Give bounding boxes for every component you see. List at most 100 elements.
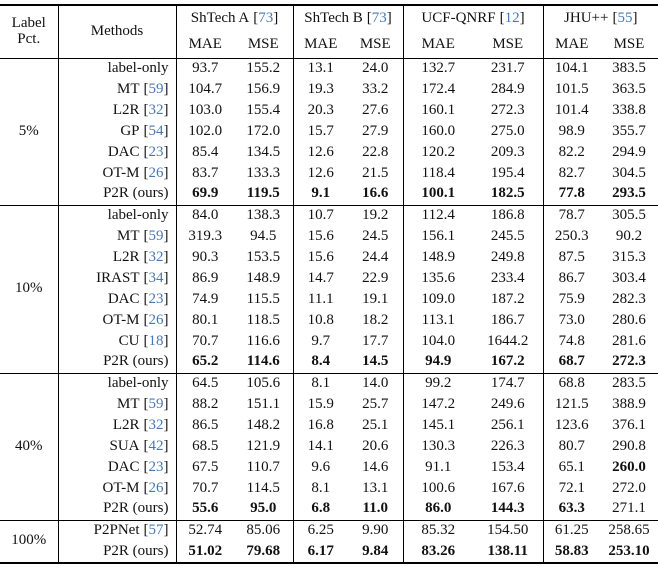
citation-link[interactable]: 23 — [148, 290, 164, 307]
metric-value-cell: 272.3 — [612, 353, 646, 370]
metric-value-cell: 6.17 — [292, 541, 348, 562]
method-text: L2R — [112, 101, 140, 118]
cite-open-bracket: [ — [143, 227, 149, 244]
method-name: OT-M [26] — [57, 310, 176, 331]
metric-value-cell: 82.7 — [542, 163, 600, 184]
method-name: L2R [32] — [57, 100, 176, 121]
cite-close-bracket: ] — [632, 10, 638, 27]
metric-value-cell: 86.5 — [175, 415, 234, 436]
metric-value-cell: 172.0 — [246, 122, 281, 139]
citation-link[interactable]: 26 — [148, 164, 164, 181]
metric-value-cell: 85.06 — [246, 521, 281, 538]
metric-value-cell: 174.7 — [490, 374, 525, 391]
method-name: L2R [32] — [57, 247, 176, 268]
table-row: 5% label-only 93.7 155.2 13.1 24.0 132.7 231.7 1… — [0, 58, 658, 139]
method-text: OT-M — [102, 164, 140, 181]
metric-value-cell: 15.6 — [292, 226, 348, 247]
citation-link[interactable]: 18 — [148, 332, 164, 349]
metric-value-cell: 195.4 — [490, 164, 525, 181]
cite-close-bracket: ] — [163, 458, 169, 475]
citation-link[interactable]: 59 — [148, 80, 164, 97]
cite-open-bracket: [ — [143, 458, 149, 475]
metric-value-cell: 319.3 — [175, 226, 234, 247]
cite-close-bracket: ] — [163, 269, 169, 286]
citation-link[interactable]: 73 — [258, 10, 274, 27]
group-label: 10% — [15, 280, 43, 297]
citation-link[interactable]: 32 — [148, 248, 164, 265]
citation-link[interactable]: 12 — [504, 10, 520, 27]
metric-value-cell: 20.6 — [362, 437, 389, 454]
citation-link[interactable]: 32 — [148, 101, 164, 118]
metric-value-cell: 114.5 — [246, 479, 280, 496]
metric-value-cell: 25.1 — [362, 416, 389, 433]
metric-value-cell: 388.9 — [612, 395, 646, 412]
metric-value-cell: 9.6 — [292, 457, 348, 478]
metric-value-cell: 65.1 — [542, 457, 600, 478]
metric-value-cell: 280.6 — [612, 311, 646, 328]
group-label: 40% — [15, 437, 43, 454]
metric-value-cell: 9.84 — [362, 542, 389, 559]
header-label-line2: Pct. — [17, 30, 41, 47]
table-row: L2R [32] 86.5 148.2 16.8 25.1 145.1 256.1 123.6 3… — [0, 415, 658, 436]
metric-value-cell: 94.9 — [402, 352, 473, 373]
metric-value-cell: 90.2 — [615, 227, 643, 244]
table-row: MT [59] 88.2 151.1 15.9 25.7 147.2 249.6 121.5 38… — [0, 394, 658, 415]
metric-value-cell: 85.4 — [175, 142, 234, 163]
method-name: P2PNet [57] — [57, 520, 176, 541]
metric-value-cell: 148.2 — [246, 416, 281, 433]
metric-value-cell: 73.0 — [542, 310, 600, 331]
metric-value-cell: 249.6 — [490, 395, 525, 412]
citation-link[interactable]: 73 — [371, 10, 387, 27]
method-text: IRAST — [96, 269, 140, 286]
cite-close-bracket: ] — [163, 437, 169, 454]
metric-value-cell: 83.7 — [175, 163, 234, 184]
metric-value-cell: 18.2 — [362, 311, 389, 328]
metric-value-cell: 8.4 — [292, 352, 348, 373]
metric-value-cell: 172.4 — [402, 79, 473, 100]
table-row: OT-M [26] 80.1 118.5 10.8 18.2 113.1 186.7 73.0 2… — [0, 310, 658, 331]
table-row: MT [59] 319.3 94.5 15.6 24.5 156.1 245.5 250.3 90… — [0, 226, 658, 247]
method-text: P2R (ours) — [103, 353, 169, 370]
header-methods: Methods — [57, 6, 176, 58]
cite-open-bracket: [ — [143, 332, 149, 349]
header-label-line1: Label — [11, 15, 46, 31]
metric-value-cell: 1644.2 — [487, 332, 529, 349]
citation-link[interactable]: 59 — [148, 395, 164, 412]
citation-link[interactable]: 23 — [148, 458, 164, 475]
metric-value-cell: 77.8 — [542, 184, 600, 205]
citation-link[interactable]: 26 — [148, 311, 164, 328]
citation-link[interactable]: 59 — [148, 227, 164, 244]
header-mae: MAE — [175, 32, 234, 58]
metric-value-cell: 65.2 — [175, 352, 234, 373]
metric-value-cell: 121.9 — [246, 437, 281, 454]
citation-link[interactable]: 32 — [148, 416, 164, 433]
citation-link[interactable]: 55 — [617, 10, 633, 27]
metric-value-cell: 249.8 — [490, 248, 525, 265]
citation-link[interactable]: 57 — [148, 521, 164, 538]
table-row: P2R (ours) 69.9 119.5 9.1 16.6 100.1 182.5 77.8… — [0, 184, 658, 205]
method-text: MT — [117, 395, 140, 412]
citation-link[interactable]: 42 — [148, 437, 164, 454]
cite-open-bracket: [ — [143, 269, 149, 286]
citation-link[interactable]: 26 — [148, 479, 164, 496]
metric-value-cell: 14.5 — [362, 353, 389, 370]
citation-link[interactable]: 34 — [148, 269, 164, 286]
metric-value-cell: 130.3 — [402, 436, 473, 457]
method-name: IRAST [34] — [57, 268, 176, 289]
header-methods-label: Methods — [90, 22, 144, 39]
method-text: DAC — [107, 290, 140, 307]
metric-value-cell: 93.7 — [175, 58, 234, 79]
metric-value-cell: 338.8 — [612, 101, 646, 118]
method-text: label-only — [107, 59, 169, 76]
cite-close-bracket: ] — [163, 122, 169, 139]
metric-value-cell: 22.8 — [362, 143, 389, 160]
metric-value-cell: 303.4 — [612, 269, 646, 286]
metric-value-cell: 226.3 — [490, 437, 525, 454]
header-row-metrics: MAE MSE MAE MSE MAE MSE MAE MSE — [0, 32, 658, 58]
metric-value-cell: 133.3 — [246, 164, 281, 181]
metric-value-cell: 272.0 — [612, 479, 646, 496]
citation-link[interactable]: 23 — [148, 143, 164, 160]
citation-link[interactable]: 54 — [148, 122, 164, 139]
metric-value-cell: 154.50 — [487, 521, 529, 538]
method-text: P2PNet — [93, 521, 140, 538]
